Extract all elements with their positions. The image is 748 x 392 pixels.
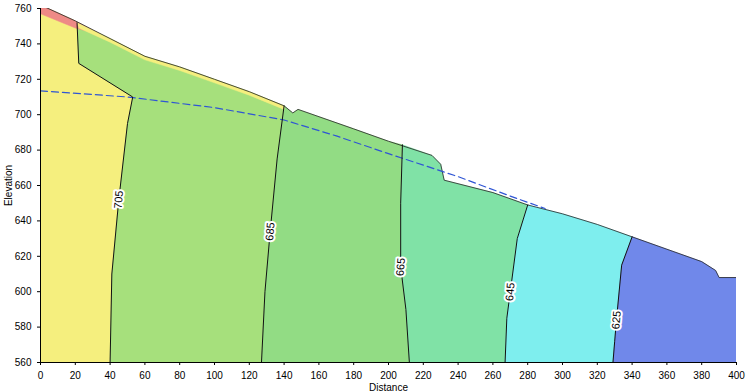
svg-text:260: 260 [485, 370, 502, 381]
svg-text:20: 20 [70, 370, 82, 381]
svg-text:380: 380 [693, 370, 710, 381]
svg-text:760: 760 [15, 3, 32, 14]
svg-text:665: 665 [393, 257, 407, 276]
svg-text:60: 60 [139, 370, 151, 381]
svg-text:0: 0 [38, 370, 44, 381]
svg-text:740: 740 [15, 38, 32, 49]
svg-text:320: 320 [589, 370, 606, 381]
svg-text:560: 560 [15, 357, 32, 368]
svg-text:360: 360 [659, 370, 676, 381]
svg-text:700: 700 [15, 109, 32, 120]
svg-text:340: 340 [624, 370, 641, 381]
svg-text:580: 580 [15, 321, 32, 332]
svg-text:160: 160 [311, 370, 328, 381]
svg-text:280: 280 [519, 370, 536, 381]
svg-text:300: 300 [554, 370, 571, 381]
svg-text:180: 180 [345, 370, 362, 381]
svg-text:220: 220 [415, 370, 432, 381]
svg-text:40: 40 [105, 370, 117, 381]
svg-text:200: 200 [380, 370, 397, 381]
svg-text:705: 705 [112, 190, 126, 209]
svg-text:80: 80 [174, 370, 186, 381]
svg-text:720: 720 [15, 74, 32, 85]
svg-text:240: 240 [450, 370, 467, 381]
svg-text:400: 400 [728, 370, 745, 381]
svg-text:660: 660 [15, 180, 32, 191]
svg-text:625: 625 [609, 310, 623, 329]
svg-text:620: 620 [15, 251, 32, 262]
svg-text:640: 640 [15, 215, 32, 226]
svg-text:120: 120 [241, 370, 258, 381]
svg-text:140: 140 [276, 370, 293, 381]
svg-text:Elevation: Elevation [3, 165, 14, 206]
svg-text:600: 600 [15, 286, 32, 297]
svg-text:645: 645 [503, 282, 517, 301]
svg-text:100: 100 [206, 370, 223, 381]
svg-text:680: 680 [15, 144, 32, 155]
svg-text:685: 685 [263, 222, 277, 241]
svg-text:Distance: Distance [369, 382, 408, 392]
